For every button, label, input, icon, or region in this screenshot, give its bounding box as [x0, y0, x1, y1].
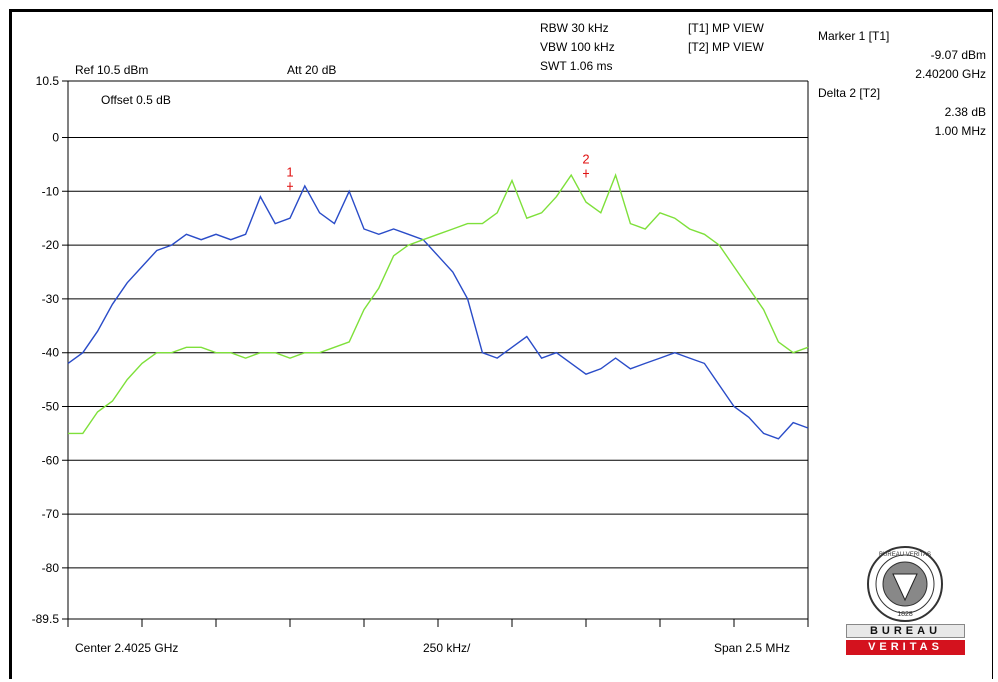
- span-label: Span 2.5 MHz: [714, 641, 791, 655]
- marker-label: 2: [582, 151, 589, 166]
- swt-label: SWT 1.06 ms: [540, 59, 613, 73]
- marker1-label: Marker 1 [T1]: [818, 29, 890, 43]
- center-frequency-label: Center 2.4025 GHz: [75, 641, 179, 655]
- logo-bottom-text: VERITAS: [846, 640, 965, 655]
- delta2-frequency: 1.00 MHz: [934, 124, 986, 138]
- delta2-label: Delta 2 [T2]: [818, 86, 881, 100]
- y-tick-label: -30: [42, 292, 60, 306]
- window-frame: [9, 9, 993, 679]
- y-tick-label: 10.5: [36, 74, 60, 88]
- y-tick-label: -60: [42, 453, 60, 467]
- trace2-mode-label: [T2] MP VIEW: [688, 40, 764, 54]
- y-tick-label: -89.5: [32, 612, 60, 626]
- vbw-label: VBW 100 kHz: [540, 40, 615, 54]
- y-tick-label: -70: [42, 507, 60, 521]
- trace1-mode-label: [T1] MP VIEW: [688, 21, 764, 35]
- bureau-veritas-logo: BUREAU VERITAS: [846, 624, 965, 655]
- y-tick-label: -20: [42, 238, 60, 252]
- rbw-label: RBW 30 kHz: [540, 21, 609, 35]
- marker-label: 1: [286, 164, 293, 179]
- offset-label: Offset 0.5 dB: [101, 93, 171, 107]
- y-tick-label: -10: [42, 184, 60, 198]
- y-tick-label: -80: [42, 561, 60, 575]
- delta2-level: 2.38 dB: [944, 105, 986, 119]
- marker1-frequency: 2.40200 GHz: [915, 67, 986, 81]
- marker1-level: -9.07 dBm: [930, 48, 986, 62]
- y-tick-label: 0: [52, 130, 59, 144]
- attenuation-label: Att 20 dB: [287, 63, 337, 77]
- y-tick-label: -40: [42, 346, 60, 360]
- trace-2-line: [68, 172, 809, 435]
- y-tick-label: -50: [42, 399, 60, 413]
- trace-1-line: [67, 184, 809, 440]
- logo-top-text: BUREAU: [846, 624, 965, 638]
- seal-year: 1828: [897, 611, 913, 618]
- ref-level-label: Ref 10.5 dBm: [75, 63, 149, 77]
- seal-text: BUREAU VERITAS: [879, 552, 931, 558]
- division-label: 250 kHz/: [423, 641, 471, 655]
